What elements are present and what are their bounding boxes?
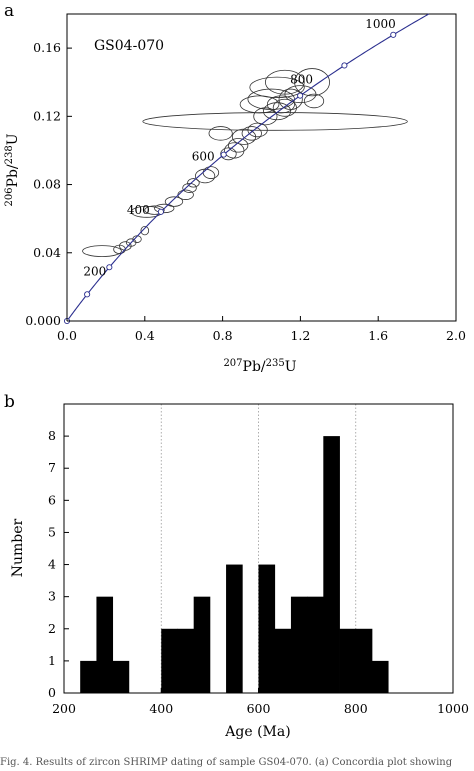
concordia-panel: a 200 400 600 800 1000 0.0 0.4 0.8 1.2 1.6 2.0 0.…: [4, 1, 466, 375]
histogram-y-axis-title: Number: [10, 518, 26, 577]
age-marker-label: 600: [192, 150, 215, 164]
analysis-ellipse: [220, 147, 237, 161]
histogram-bar: [290, 596, 308, 693]
analysis-ellipse: [241, 126, 262, 141]
analysis-ellipse: [264, 69, 305, 95]
histogram-x-axis-title: Age (Ma): [224, 724, 290, 740]
analysis-ellipse: [140, 225, 150, 236]
panel-a-label: a: [4, 1, 14, 21]
analysis-ellipse: [303, 93, 325, 109]
age-marker-label: 800: [290, 73, 313, 87]
histogram-bar: [193, 596, 211, 693]
panel-b-label: b: [4, 392, 15, 412]
concordia-x-axis-title: 207Pb/235U: [223, 358, 296, 375]
histogram-bars: [80, 436, 389, 693]
y-tick-label: 4: [48, 557, 56, 572]
concordia-y-axis-title: 206Pb/238U: [4, 133, 21, 206]
concordia-y-ticks: 0.000 0.04 0.08 0.12 0.16: [25, 40, 72, 328]
analysis-ellipse: [266, 95, 295, 114]
y-tick-label: 3: [48, 589, 56, 604]
figure-caption: Fig. 4. Results of zircon SHRIMP dating …: [0, 757, 453, 768]
age-marker-label: 1000: [365, 17, 396, 31]
histogram-bar: [371, 660, 389, 693]
histogram-bar: [323, 436, 340, 693]
y-tick-label: 8: [48, 428, 56, 443]
histogram-gridlines: [160, 404, 357, 693]
analysis-ellipse: [249, 76, 305, 98]
histogram-bar: [226, 564, 243, 693]
age-marker: [157, 208, 164, 215]
x-tick-label: 0.0: [57, 328, 77, 343]
y-tick-label: 7: [48, 460, 56, 475]
age-marker: [220, 151, 227, 158]
histogram-panel: b 200 400 600 800 1000 0 1 2 3 4 5 6 7 8 Age (Ma) Nu…: [4, 392, 469, 740]
analysis-ellipse: [187, 178, 200, 188]
analysis-ellipse: [82, 245, 122, 257]
x-tick-label: 0.8: [213, 328, 233, 343]
age-markers: 200 400 600 800 1000: [63, 17, 397, 325]
analysis-ellipse: [182, 182, 197, 193]
analysis-ellipses: [82, 68, 408, 257]
analysis-ellipse: [154, 203, 175, 214]
concordia-curve: [66, 13, 430, 322]
histogram-bar: [307, 596, 324, 693]
analysis-ellipse: [278, 88, 303, 110]
x-tick-label: 2.0: [446, 328, 466, 343]
age-marker: [84, 291, 91, 298]
histogram-y-ticks: 0 1 2 3 4 5 6 7 8: [48, 428, 69, 700]
analysis-ellipse: [194, 168, 216, 184]
age-marker-label: 400: [127, 203, 150, 217]
histogram-bar: [274, 628, 292, 693]
age-marker: [390, 31, 397, 38]
y-tick-label: 0.000: [25, 313, 61, 328]
y-tick-label: 2: [48, 621, 56, 636]
analysis-ellipse: [263, 102, 292, 121]
analysis-ellipse: [202, 166, 220, 179]
y-tick-label: 0: [48, 685, 56, 700]
y-tick-label: 0.12: [33, 108, 61, 123]
analysis-ellipse: [294, 68, 330, 97]
x-tick-label: 400: [149, 701, 173, 716]
concordia-plot-frame: [66, 13, 457, 322]
sample-label: GS04-070: [94, 38, 164, 54]
x-tick-label: 800: [344, 701, 368, 716]
x-tick-label: 1.6: [368, 328, 388, 343]
age-marker: [341, 62, 348, 69]
histogram-bar: [96, 596, 114, 693]
histogram-bar: [355, 628, 373, 693]
histogram-bar: [258, 564, 276, 693]
histogram-x-ticks: 200 400 600 800 1000: [52, 688, 469, 716]
analysis-ellipse: [144, 205, 165, 215]
y-tick-label: 0.04: [33, 245, 61, 260]
y-tick-label: 1: [48, 653, 56, 668]
histogram-bar: [161, 628, 178, 693]
analysis-ellipse: [239, 95, 280, 114]
histogram-bar: [80, 660, 97, 693]
age-marker: [297, 92, 304, 99]
x-tick-label: 0.4: [135, 328, 155, 343]
analysis-ellipse: [224, 142, 245, 159]
age-marker: [106, 264, 113, 271]
y-tick-label: 0.16: [33, 40, 61, 55]
analysis-ellipse: [208, 126, 233, 141]
concordia-x-ticks: 0.0 0.4 0.8 1.2 1.6 2.0: [57, 316, 466, 343]
histogram-bar: [177, 628, 195, 693]
analysis-ellipse: [164, 196, 184, 207]
histogram-bar: [112, 660, 130, 693]
age-marker-label: 200: [83, 264, 106, 278]
x-tick-label: 1.2: [290, 328, 310, 343]
y-tick-label: 6: [48, 492, 56, 507]
histogram-bar: [339, 628, 357, 693]
analysis-ellipse: [228, 138, 249, 153]
y-tick-label: 5: [48, 524, 56, 539]
y-tick-label: 0.08: [33, 177, 61, 192]
x-tick-label: 600: [247, 701, 271, 716]
x-tick-label: 1000: [437, 701, 469, 716]
analysis-ellipse: [253, 107, 278, 126]
x-tick-label: 200: [52, 701, 76, 716]
